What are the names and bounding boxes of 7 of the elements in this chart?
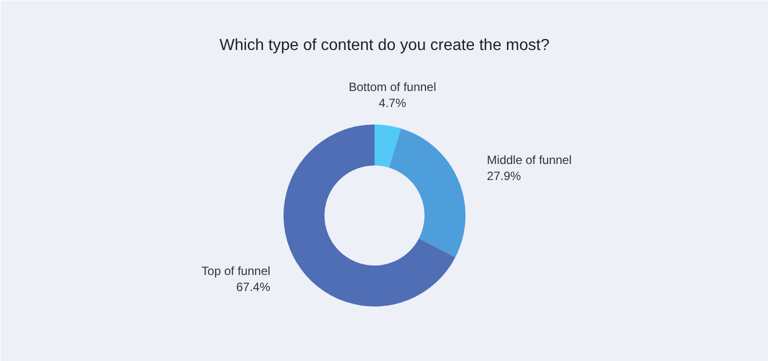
- data-label: 27.9%: [486, 169, 522, 184]
- slice-label: Top of funnel: [202, 264, 270, 278]
- data-label: 67.4%: [236, 280, 271, 294]
- data-label: 4.7%: [378, 96, 406, 110]
- chart-title: Which type of content do you create the most?: [220, 37, 550, 54]
- slice-label: Bottom of funnel: [348, 80, 436, 94]
- slice-label: Middle of funnel: [486, 153, 572, 168]
